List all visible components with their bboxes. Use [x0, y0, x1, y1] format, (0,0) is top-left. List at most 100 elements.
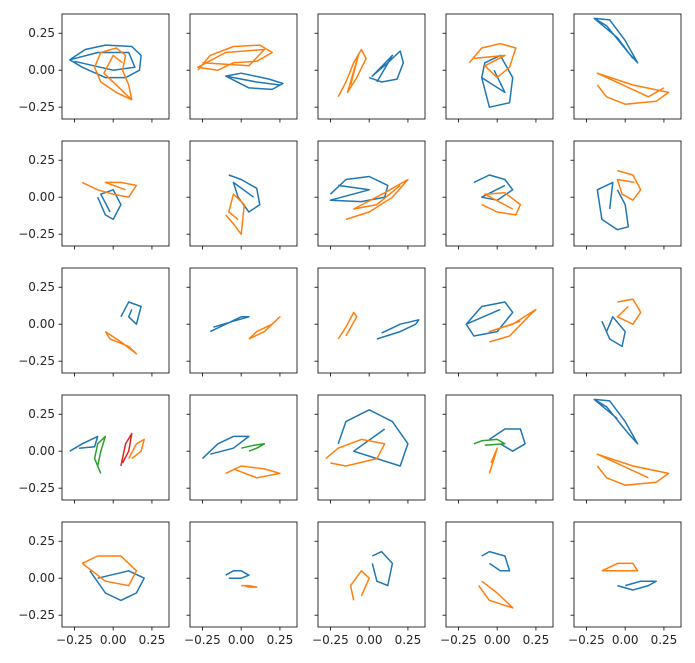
trajectory-blue — [209, 316, 250, 333]
subplot-5-4: −0.25 0.00 0.25 — [440, 521, 554, 647]
trajectory-blue — [201, 435, 250, 460]
trajectory-orange — [104, 330, 138, 355]
subplot-data — [477, 550, 514, 609]
subplot-data — [593, 17, 670, 105]
y-tick-label: 0.25 — [28, 153, 55, 167]
subplot-3-4 — [442, 267, 554, 377]
trajectory-orange — [468, 42, 517, 79]
trajectory-blue — [480, 54, 514, 108]
axes-frame — [317, 394, 426, 501]
subplot-2-3 — [314, 140, 426, 250]
axes-frame — [445, 521, 554, 628]
trajectory-orange — [337, 48, 367, 98]
trajectory-blue — [593, 17, 639, 64]
x-tick-label: −0.25 — [568, 633, 605, 647]
trajectory-orange — [93, 47, 133, 101]
x-tick-label: −0.25 — [440, 633, 477, 647]
axes-frame — [189, 394, 298, 501]
trajectory-orange — [616, 169, 642, 201]
axes-frame — [445, 13, 554, 120]
trajectory-orange — [81, 555, 138, 587]
trajectory-orange — [225, 193, 246, 235]
subplot-data — [225, 570, 258, 588]
trajectory-blue — [69, 435, 99, 452]
subplot-data — [104, 301, 142, 355]
y-tick-label: 0.00 — [28, 571, 55, 585]
x-tick-label: 0.25 — [139, 633, 166, 647]
axes-frame — [189, 521, 298, 628]
axes-frame — [317, 267, 426, 374]
axes-frame — [61, 394, 170, 501]
trajectory-orange — [596, 453, 670, 486]
trajectory-orange — [225, 465, 281, 479]
subplot-2-5 — [570, 140, 682, 250]
x-tick-label: 0.00 — [100, 633, 127, 647]
trajectory-blue — [473, 174, 514, 201]
trajectory-green — [93, 435, 107, 474]
subplot-data — [325, 409, 409, 467]
axes-frame — [317, 521, 426, 628]
subplot-data — [209, 316, 281, 340]
subplot-data — [69, 432, 145, 474]
subplot-data — [465, 301, 537, 343]
trajectory-orange — [325, 438, 386, 467]
trajectory-blue — [465, 301, 514, 337]
axes-frame — [445, 394, 554, 501]
subplot-3-3 — [314, 267, 426, 377]
trajectory-orange — [601, 562, 639, 572]
trajectory-blue — [228, 174, 261, 213]
trajectory-blue — [97, 189, 122, 221]
subplot-data — [329, 175, 409, 221]
x-tick-label: 0.00 — [612, 633, 639, 647]
trajectory-blue — [368, 50, 405, 83]
trajectory-red — [120, 432, 133, 467]
y-tick-label: −0.25 — [18, 227, 55, 241]
subplot-data — [197, 44, 284, 91]
subplot-2-4 — [442, 140, 554, 250]
trajectory-blue — [89, 570, 145, 602]
y-tick-label: 0.25 — [28, 280, 55, 294]
axes-frame — [573, 13, 682, 120]
trajectory-orange — [248, 316, 281, 340]
trajectory-orange — [241, 584, 258, 588]
subplot-data — [473, 428, 526, 474]
subplot-4-2 — [186, 394, 298, 504]
subplot-3-5 — [570, 267, 682, 377]
y-tick-label: 0.00 — [28, 444, 55, 458]
subplot-4-1: −0.25 0.00 0.25 — [18, 394, 170, 504]
trajectory-blue — [224, 72, 284, 91]
y-tick-label: 0.00 — [28, 63, 55, 77]
trajectory-orange — [337, 311, 358, 340]
trajectory-blue — [481, 550, 511, 572]
subplot-5-5: −0.25 0.00 0.25 — [568, 521, 682, 647]
subplot-data — [81, 181, 138, 221]
subplot-5-3: −0.25 0.00 0.25 — [312, 521, 426, 647]
subplot-data — [349, 550, 394, 601]
axes-frame — [573, 267, 682, 374]
trajectory-blue — [601, 316, 626, 348]
axes-frame — [445, 267, 554, 374]
subplot-1-5 — [570, 13, 682, 123]
trajectory-blue — [596, 181, 630, 231]
x-tick-label: 0.00 — [484, 633, 511, 647]
subplot-3-1: −0.25 0.00 0.25 — [18, 267, 170, 377]
subplot-data — [337, 48, 405, 98]
subplot-data — [473, 174, 522, 216]
axes-frame — [61, 140, 170, 247]
trajectory-blue — [329, 175, 389, 203]
subplot-data — [69, 44, 142, 101]
trajectory-orange — [488, 447, 498, 474]
x-tick-label: 0.00 — [356, 633, 383, 647]
axes-frame — [317, 13, 426, 120]
axes-frame — [317, 140, 426, 247]
trajectory-blue — [617, 580, 657, 591]
subplot-data — [601, 298, 642, 348]
x-tick-label: 0.25 — [523, 633, 550, 647]
subplot-4-5 — [570, 394, 682, 504]
y-tick-label: 0.00 — [28, 190, 55, 204]
trajectory-orange — [81, 181, 138, 198]
trajectory-orange — [477, 580, 514, 609]
trajectory-blue — [69, 44, 142, 79]
trajectory-orange — [481, 192, 522, 216]
